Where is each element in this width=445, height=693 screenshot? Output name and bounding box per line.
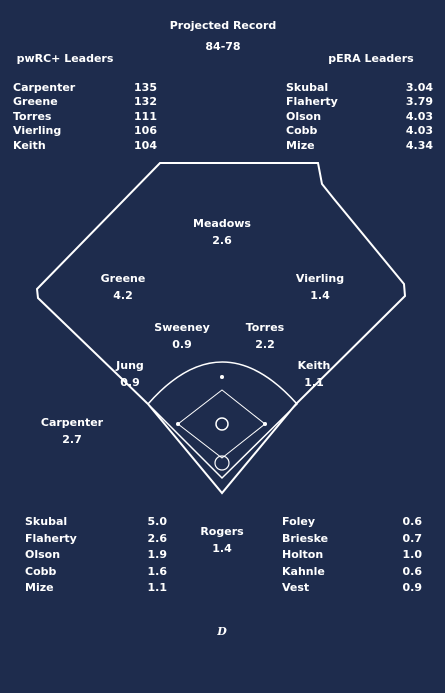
player-name: Skubal [25,515,67,528]
player-name: Kahnle [282,565,325,578]
position-value: 0.9 [172,338,192,351]
player-name: Carpenter [13,81,76,94]
player-name: Torres [13,110,52,123]
player-name: Olson [25,548,60,561]
player-name: Holton [282,548,323,561]
stat-value: 111 [134,110,157,123]
position-value: 4.2 [113,289,133,302]
section-title: pERA Leaders [328,52,414,65]
player-name: Skubal [286,81,328,94]
player-name: Flaherty [286,95,338,108]
title: Projected Record [170,19,277,32]
field-outline [35,162,407,495]
stat-value: 3.79 [406,95,433,108]
stat-value: 1.6 [148,565,168,578]
position-value: 2.6 [212,234,232,247]
stat-value: 104 [134,139,157,152]
position-name: Rogers [200,525,244,538]
player-name: Mize [25,581,54,594]
infield-arc [146,361,299,480]
position-value: 2.2 [255,338,275,351]
position-name: Keith [298,359,331,372]
stat-value: 3.04 [406,81,433,94]
second-base [220,375,224,379]
position-value: 1.4 [310,289,330,302]
record: 84-78 [205,40,240,53]
stat-value: 0.6 [403,565,423,578]
player-name: Vierling [13,124,61,137]
position-name: Torres [246,321,285,334]
player-name: Greene [13,95,58,108]
stat-value: 0.9 [403,581,423,594]
stat-value: 106 [134,124,157,137]
stat-value: 4.03 [406,110,433,123]
position-name: Meadows [193,217,251,230]
player-name: Cobb [286,124,318,137]
position-value: 2.7 [62,433,82,446]
pitcher-mound [215,417,229,431]
player-name: Brieske [282,532,328,545]
logo: D [216,625,227,638]
player-name: Foley [282,515,315,528]
stat-value: 2.6 [148,532,168,545]
player-name: Vest [282,581,309,594]
player-name: Flaherty [25,532,77,545]
position-name: Sweeney [154,321,209,334]
position-value: 1.1 [304,376,324,389]
stat-value: 132 [134,95,157,108]
stat-value: 4.34 [406,139,433,152]
stat-value: 0.6 [403,515,423,528]
player-name: Keith [13,139,46,152]
first-base [263,422,267,426]
position-value: 0.9 [120,376,140,389]
position-name: Greene [101,272,146,285]
player-name: Cobb [25,565,57,578]
position-name: Jung [115,359,144,372]
bases [176,375,267,426]
stat-value: 1.0 [403,548,423,561]
position-name: Carpenter [41,416,104,429]
infield-diamond [177,389,266,459]
player-name: Olson [286,110,321,123]
player-name: Mize [286,139,315,152]
home-circle [214,455,230,471]
stat-value: 1.1 [148,581,168,594]
position-name: Vierling [296,272,344,285]
stat-value: 0.7 [403,532,423,545]
third-base [176,422,180,426]
stat-value: 1.9 [148,548,168,561]
section-title: pwRC+ Leaders [17,52,114,65]
position-value: 1.4 [212,542,232,555]
field-diagram [35,162,407,495]
stat-value: 135 [134,81,157,94]
stat-value: 4.03 [406,124,433,137]
stat-value: 5.0 [148,515,168,528]
